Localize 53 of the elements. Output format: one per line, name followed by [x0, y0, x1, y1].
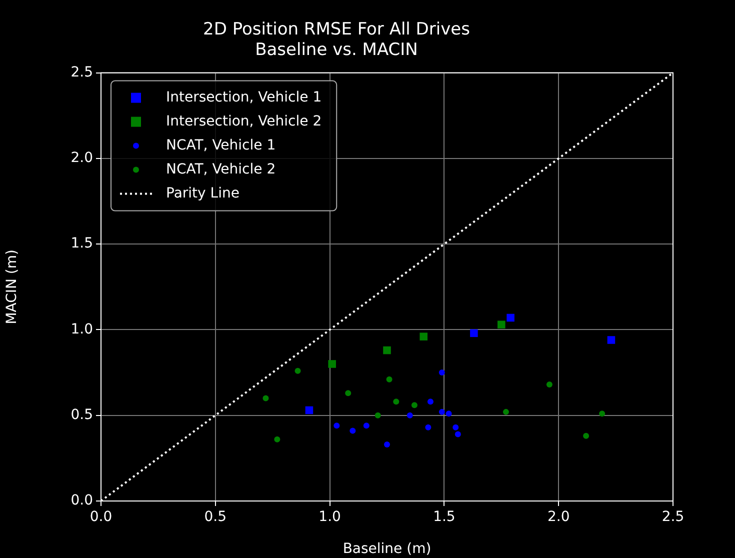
point [502, 408, 509, 415]
y-tick-label: 1.5 [70, 236, 93, 252]
point [393, 398, 400, 405]
point [438, 408, 445, 415]
legend-label: NCAT, Vehicle 2 [166, 161, 276, 178]
point [452, 424, 459, 430]
point [583, 432, 590, 439]
point [454, 431, 461, 438]
point [262, 395, 269, 402]
point [350, 428, 356, 434]
point [274, 436, 280, 442]
x-tick-label: 0.0 [90, 509, 112, 526]
point [498, 320, 506, 328]
y-axis-title: MACIN (m) [4, 249, 20, 324]
y-tick-label: 2.0 [70, 150, 93, 166]
y-tick-label: 2.5 [70, 64, 93, 80]
point [406, 412, 413, 418]
point [328, 360, 336, 368]
point [374, 412, 381, 418]
y-tick-label: 0.0 [70, 492, 93, 509]
point [470, 329, 478, 338]
y-tick-label: 0.5 [70, 407, 93, 423]
point [411, 402, 418, 408]
point [334, 422, 340, 429]
x-tick-label: 2.0 [547, 509, 570, 526]
legend-label: NCAT, Vehicle 1 [166, 137, 276, 154]
point [345, 390, 352, 396]
x-tick-label: 1.5 [433, 509, 456, 526]
x-tick-label: 1.0 [318, 509, 341, 526]
point [427, 398, 434, 405]
point [438, 370, 445, 376]
x-tick-label: 0.5 [204, 509, 227, 526]
chart-subtitle: Baseline vs. MACIN [255, 40, 418, 60]
point [446, 410, 452, 417]
x-tick-label: 2.5 [662, 509, 684, 526]
chart-title: 2D Position RMSE For All Drives [203, 20, 470, 40]
point [420, 332, 428, 340]
point [383, 346, 391, 354]
point [607, 336, 616, 344]
point [599, 410, 606, 417]
x-axis-title: Baseline (m) [342, 541, 432, 558]
legend-label: Parity Line [166, 185, 240, 202]
point [384, 441, 390, 448]
y-tick-label: 1.0 [70, 321, 93, 338]
point [506, 314, 514, 322]
point [546, 382, 552, 388]
point [363, 422, 370, 429]
point [294, 368, 301, 374]
legend-label: Intersection, Vehicle 1 [166, 89, 322, 106]
point [425, 424, 432, 430]
legend-label: Intersection, Vehicle 2 [166, 113, 322, 130]
point [386, 376, 392, 382]
point [305, 406, 314, 414]
